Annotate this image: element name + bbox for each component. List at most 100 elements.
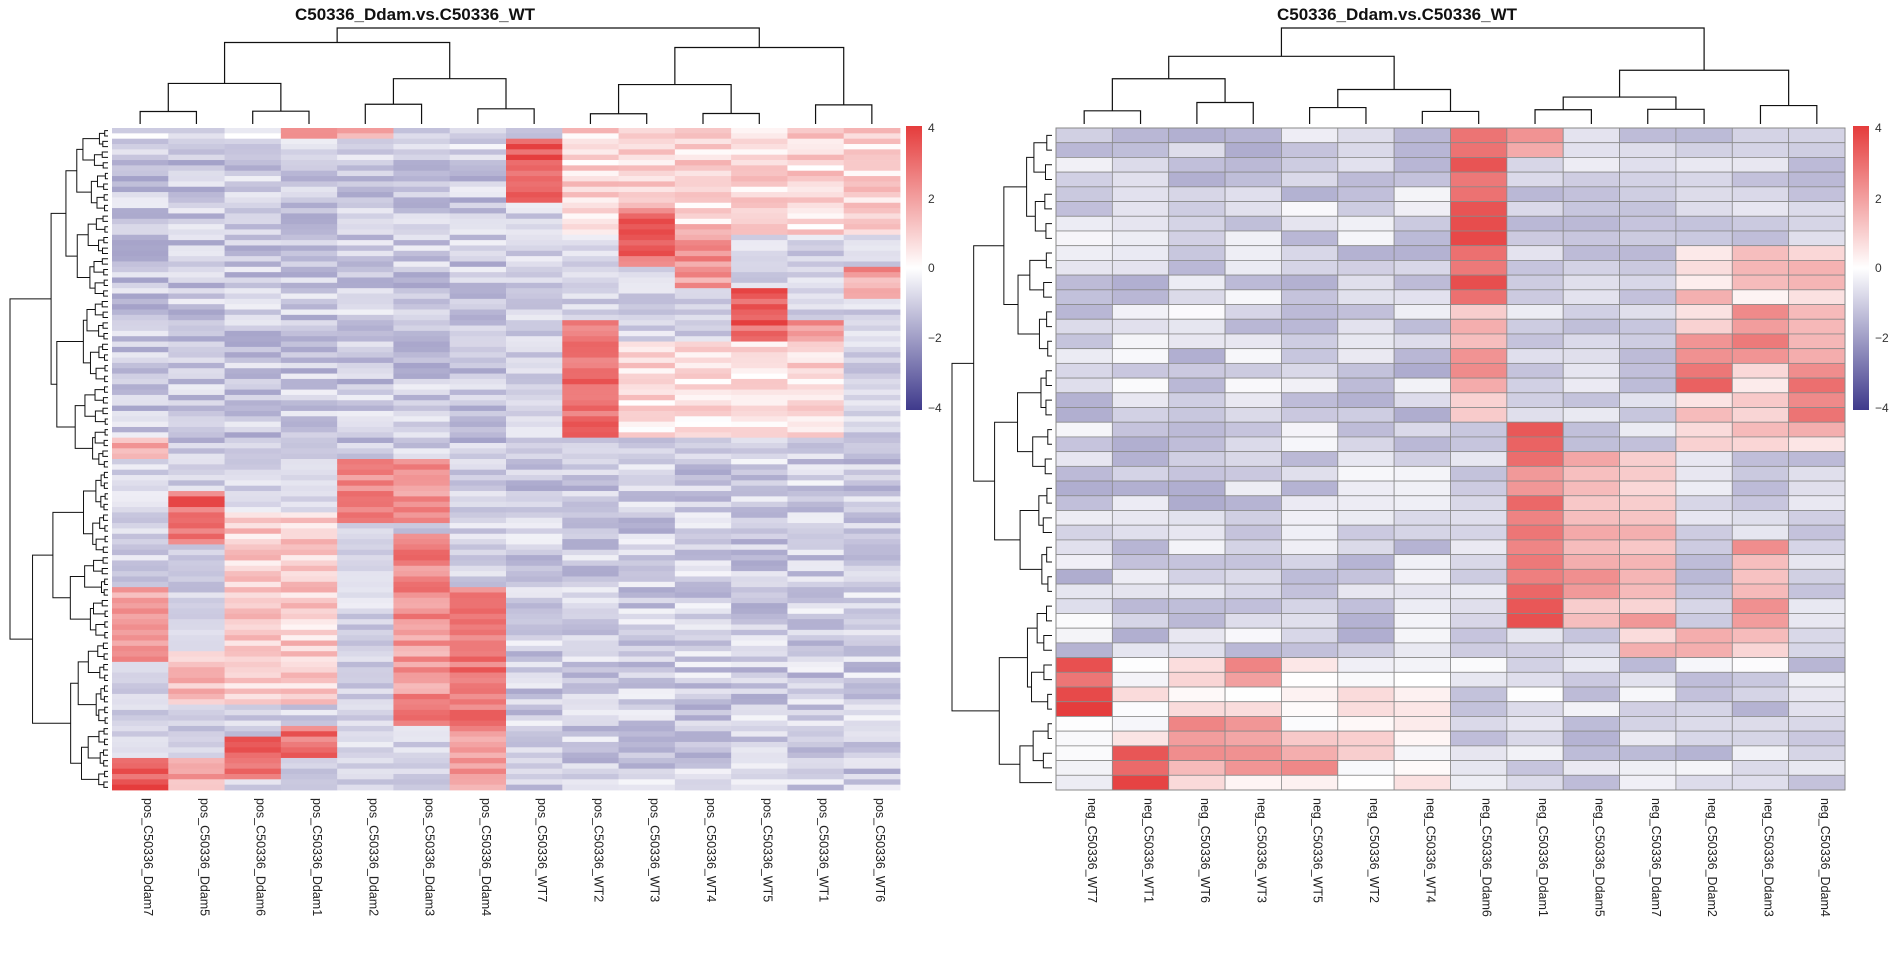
heatmap-cell	[506, 202, 563, 209]
heatmap-cell	[112, 592, 169, 599]
dendrogram-branch	[74, 405, 93, 449]
dendrogram-branch	[1017, 274, 1040, 335]
heatmap-cell	[1731, 171, 1790, 188]
heatmap-cell	[843, 763, 901, 770]
heatmap-cell	[674, 197, 732, 204]
heatmap-cell	[674, 432, 732, 439]
heatmap-frame	[1055, 127, 1846, 791]
heatmap-cell	[280, 133, 338, 140]
heatmap-cell	[674, 576, 732, 583]
dendrogram-branch	[93, 260, 104, 273]
heatmap-cell	[618, 320, 676, 326]
dendrogram-branch	[1043, 664, 1052, 681]
heatmap-cell	[224, 725, 282, 732]
dendrogram-branch	[1083, 110, 1142, 124]
heatmap-cell	[562, 181, 619, 188]
heatmap-cell	[1450, 230, 1508, 247]
row-dendrogram	[951, 134, 1052, 784]
heatmap-cell	[674, 571, 732, 577]
heatmap-cell	[112, 731, 169, 738]
heatmap-cell	[787, 149, 845, 156]
dendrogram-branch	[103, 685, 108, 692]
heatmap-cell	[1168, 377, 1226, 394]
heatmap-cell	[787, 528, 845, 535]
heatmap-cell	[843, 325, 901, 332]
dendrogram-branch	[103, 696, 108, 703]
heatmap-cell	[112, 362, 169, 369]
heatmap-cell	[1281, 495, 1339, 511]
heatmap-cell	[674, 138, 732, 145]
heatmap-cell	[1788, 289, 1846, 305]
heatmap-cell	[618, 170, 676, 177]
heatmap-cell	[449, 400, 507, 407]
heatmap-cell	[112, 651, 169, 657]
heatmap-cell	[506, 496, 563, 503]
heatmap-cell	[843, 480, 901, 487]
heatmap-cell	[674, 314, 732, 321]
heatmap-cell	[280, 170, 338, 177]
heatmap-cell	[112, 629, 169, 636]
heatmap-cell	[337, 523, 394, 529]
heatmap-cell	[618, 715, 676, 721]
heatmap-cell	[787, 154, 845, 161]
heatmap-cell	[787, 325, 845, 332]
heatmap-cell	[1168, 730, 1226, 747]
heatmap-cell	[280, 640, 338, 647]
heatmap-cell	[674, 597, 732, 604]
heatmap-cell	[843, 378, 901, 385]
heatmap-cell	[843, 603, 901, 609]
heatmap-cell	[506, 576, 563, 583]
heatmap-cell	[562, 779, 619, 786]
heatmap-cell	[787, 373, 845, 380]
heatmap-cell	[1224, 539, 1282, 556]
heatmap-cell	[280, 773, 338, 780]
heatmap-cell	[562, 314, 619, 321]
heatmap-cell	[506, 677, 563, 684]
heatmap-cell	[112, 229, 169, 236]
heatmap-cell	[787, 336, 845, 342]
heatmap-cell	[1337, 304, 1395, 320]
dendrogram-branch	[104, 525, 108, 532]
heatmap-cell	[112, 661, 169, 668]
heatmap-cell	[280, 128, 338, 134]
heatmap-cell	[506, 240, 563, 246]
heatmap-cell	[168, 597, 225, 604]
heatmap-cell	[393, 245, 451, 252]
heatmap-cell	[224, 240, 282, 246]
dendrogram-branch	[100, 581, 105, 593]
heatmap-cell	[1111, 436, 1170, 453]
heatmap-cell	[674, 747, 732, 754]
heatmap-cell	[449, 181, 507, 188]
dendrogram-branch	[1042, 752, 1052, 769]
heatmap-cell	[787, 128, 845, 134]
heatmap-cell	[1788, 568, 1846, 585]
heatmap-cell	[337, 581, 394, 588]
dendrogram-branch	[1309, 106, 1367, 124]
heatmap-cell	[280, 688, 338, 695]
heatmap-cell	[843, 779, 901, 786]
heatmap-cell	[112, 549, 169, 556]
heatmap-cell	[280, 346, 338, 353]
heatmap-cell	[787, 394, 845, 401]
heatmap-cell	[562, 202, 619, 209]
heatmap-cell	[1337, 421, 1395, 438]
heatmap-cell	[562, 459, 619, 465]
dendrogram-branch	[1043, 281, 1052, 298]
heatmap-cell	[337, 389, 394, 396]
heatmap-cell	[506, 384, 563, 390]
heatmap-cell	[1168, 362, 1226, 379]
heatmap-cell	[168, 213, 225, 220]
heatmap-cell	[1055, 171, 1113, 188]
heatmap-cell	[112, 576, 169, 583]
heatmap-cell	[1788, 362, 1846, 379]
heatmap-cell	[224, 736, 282, 743]
heatmap-cell	[337, 362, 394, 369]
heatmap-cell	[618, 234, 676, 241]
heatmap-cell	[337, 202, 394, 209]
heatmap-cell	[1675, 333, 1733, 350]
heatmap-cell	[1337, 495, 1395, 511]
heatmap-cell	[337, 699, 394, 705]
heatmap-cell	[1111, 186, 1170, 202]
heatmap-cell	[843, 208, 901, 214]
heatmap-cell	[1281, 362, 1339, 379]
